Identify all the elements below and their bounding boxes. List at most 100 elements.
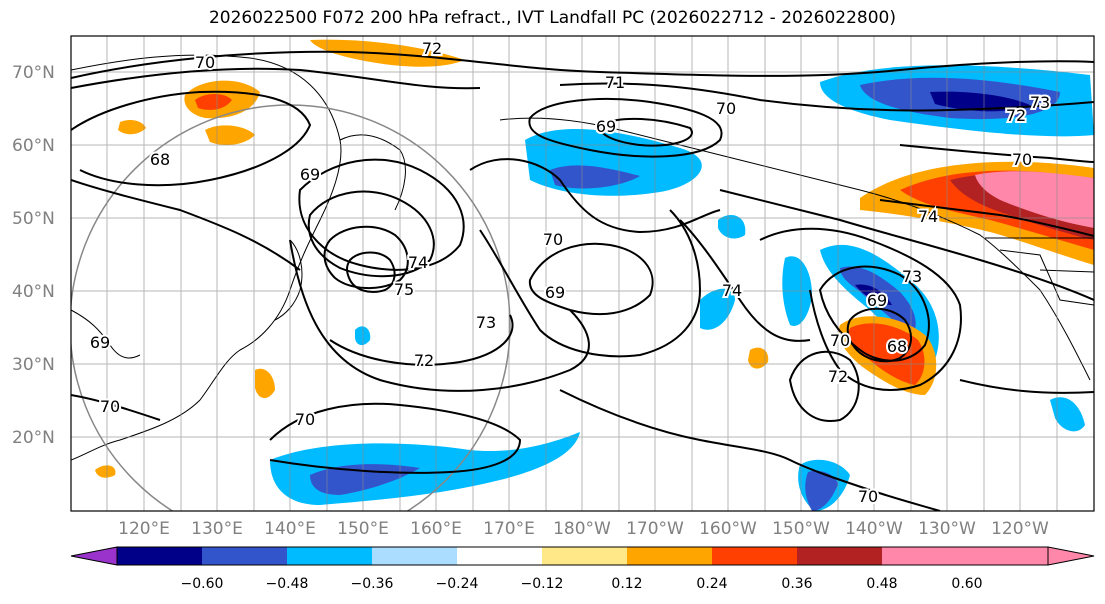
lat-label: 70°N	[12, 63, 55, 83]
positive-anomaly-area	[255, 368, 275, 399]
positive-anomaly-area	[118, 120, 146, 135]
contour-label: 70	[858, 487, 878, 506]
contour-label: 68	[887, 337, 907, 356]
contour-line	[899, 144, 1094, 163]
colorbar-tick-label: 0.60	[951, 576, 982, 592]
positive-anomaly-area	[748, 347, 769, 369]
refractivity-contours	[71, 50, 1094, 511]
contour-label: 69	[545, 283, 565, 302]
contour-line	[759, 227, 962, 391]
contour-line	[846, 307, 912, 363]
contour-line	[679, 219, 811, 342]
colorbar-segment	[627, 547, 712, 565]
contour-label: 69	[596, 117, 616, 136]
contour-line	[289, 239, 590, 392]
contour-labels: 72 70 71 70 69 73 72 68 69 70 74 70 69 7…	[88, 37, 1052, 508]
lon-label: 180°W	[553, 519, 611, 539]
contour-line	[528, 98, 723, 158]
lat-label: 30°N	[12, 355, 55, 375]
contour-line	[528, 242, 654, 316]
contour-label: 72	[828, 367, 848, 386]
colorbar-tick-label: −0.12	[521, 576, 564, 592]
colorbar-tick-label: 0.48	[866, 576, 897, 592]
contour-label: 74	[918, 207, 938, 226]
contour-label: 68	[150, 150, 170, 169]
contour-label: 72	[422, 39, 442, 58]
lat-label: 60°N	[12, 136, 55, 156]
longitude-labels: 120°E 130°E 140°E 150°E 160°E 170°E 180°…	[118, 519, 1049, 539]
positive-anomaly-area	[848, 323, 925, 385]
contour-label: 69	[90, 333, 110, 352]
contour-label: 69	[867, 291, 887, 310]
contour-label: 74	[408, 253, 428, 272]
contour-line	[559, 82, 1094, 112]
contour-line	[818, 265, 930, 362]
lon-label: 120°W	[991, 519, 1049, 539]
colorbar-right-arrow	[882, 547, 1094, 565]
contour-line	[71, 67, 481, 90]
lon-label: 130°W	[918, 519, 976, 539]
contour-line	[598, 117, 693, 147]
negative-anomaly-area	[805, 470, 838, 511]
contour-label: 71	[605, 73, 625, 92]
contour-line	[346, 251, 396, 293]
colorbar-segment	[457, 547, 542, 565]
contour-label: 70	[100, 397, 120, 416]
colorbar-outline	[116, 546, 1049, 566]
contour-line	[71, 90, 312, 187]
lon-label: 140°W	[845, 519, 903, 539]
positive-anomaly-area	[195, 94, 232, 110]
colorbar-segment	[287, 547, 372, 565]
colorbar-segment	[712, 547, 797, 565]
contour-label: 73	[476, 313, 496, 332]
lon-label: 150°W	[772, 519, 830, 539]
contour-label: 73	[902, 267, 922, 286]
colorbar-segment	[797, 547, 882, 565]
colorbar-tick-label: 0.12	[611, 576, 642, 592]
contour-label: 70	[295, 410, 315, 429]
contour-label: 69	[300, 165, 320, 184]
latitude-labels: 70°N 60°N 50°N 40°N 30°N 20°N	[12, 63, 55, 448]
lon-label: 130°E	[191, 519, 243, 539]
positive-anomaly-area	[975, 171, 1094, 228]
negative-anomaly-area	[700, 288, 735, 330]
colorbar: −0.60 −0.48 −0.36 −0.24 −0.12 0.12 0.24 …	[70, 546, 1095, 592]
contour-line	[879, 199, 1094, 237]
gridlines	[71, 36, 1094, 511]
lat-label: 20°N	[12, 428, 55, 448]
contour-line	[788, 350, 860, 422]
contour-label: 72	[414, 351, 434, 370]
contour-label: 70	[1012, 150, 1032, 169]
colorbar-left-arrow	[70, 546, 118, 566]
contour-label: 70	[716, 99, 736, 118]
colorbar-tick-label: −0.60	[181, 576, 224, 592]
colorbar-arrow-outline	[1047, 546, 1095, 566]
negative-anomaly-area	[1050, 397, 1085, 432]
lon-label: 150°E	[337, 519, 389, 539]
contour-line	[479, 209, 702, 358]
colorbar-segment	[117, 547, 202, 565]
colorbar-segment	[372, 547, 457, 565]
positive-anomaly-area	[95, 465, 116, 478]
negative-anomaly-area	[550, 165, 640, 189]
contour-line	[329, 314, 514, 366]
contour-line	[323, 225, 409, 290]
map-title: 2026022500 F072 200 hPa refract., IVT La…	[208, 8, 896, 28]
contour-line	[71, 394, 161, 421]
map-frame	[70, 35, 1095, 512]
contour-line	[298, 158, 465, 271]
lon-label: 160°W	[699, 519, 757, 539]
lon-label: 170°W	[626, 519, 684, 539]
contour-line	[959, 379, 1094, 394]
colorbar-segment	[542, 547, 627, 565]
negative-anomaly-area	[718, 215, 746, 239]
contour-label: 70	[195, 53, 215, 72]
contour-label: 70	[830, 331, 850, 350]
contour-line	[719, 189, 1094, 301]
contour-line	[307, 190, 435, 278]
lon-label: 160°E	[410, 519, 462, 539]
colorbar-tick-label: −0.48	[266, 576, 309, 592]
contour-label: 75	[394, 280, 414, 299]
contour-label: 70	[543, 230, 563, 249]
colorbar-tick-label: −0.24	[436, 576, 479, 592]
